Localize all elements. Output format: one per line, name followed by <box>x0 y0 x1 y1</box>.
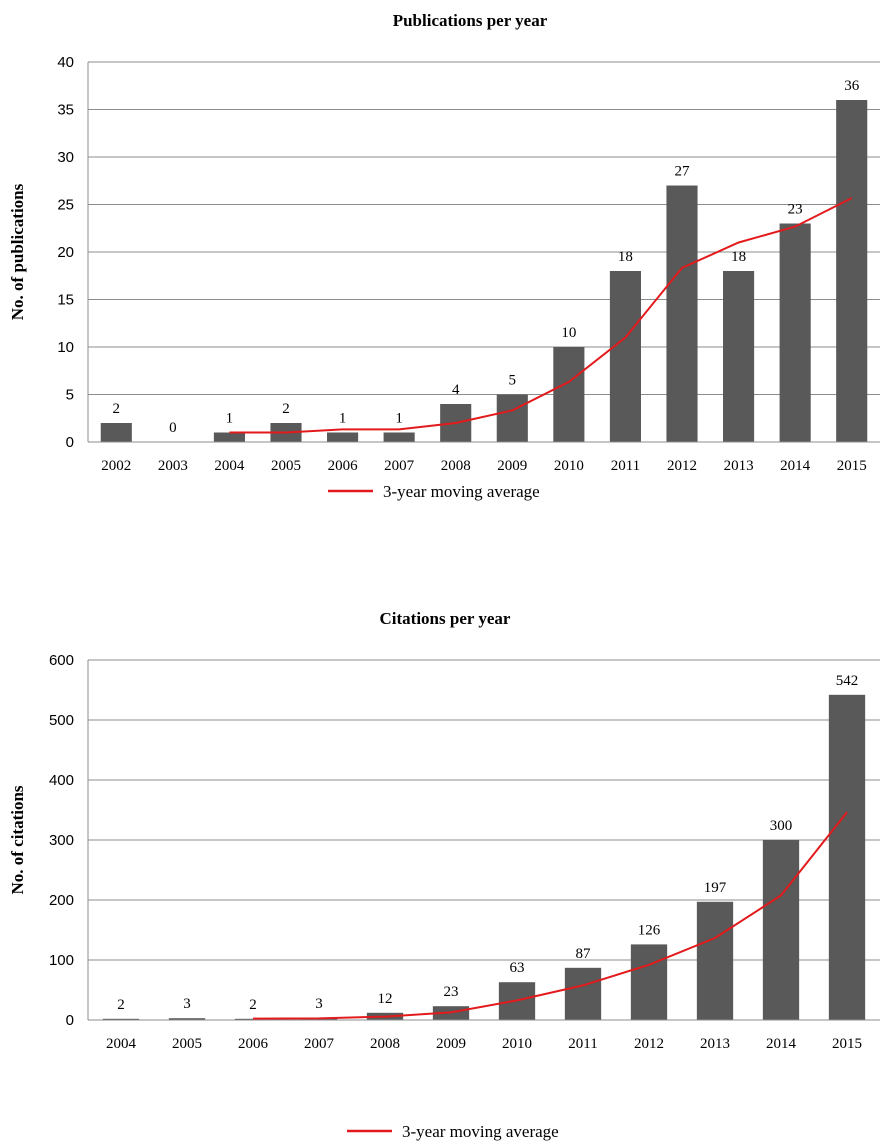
x-tick-label: 2015 <box>837 458 867 474</box>
x-tick-label: 2013 <box>700 1036 730 1052</box>
bar <box>779 223 811 442</box>
legend-label: 3-year moving average <box>383 482 540 501</box>
y-tick-label: 600 <box>49 652 74 669</box>
x-tick-label: 2009 <box>436 1036 466 1052</box>
bar <box>564 967 602 1020</box>
x-tick-label: 2004 <box>214 458 245 474</box>
moving-average-line <box>252 811 848 1020</box>
legend: 3-year moving average <box>328 482 540 501</box>
x-tick-label: 2007 <box>384 458 415 474</box>
bar-value-label: 36 <box>844 78 860 94</box>
x-tick-label: 2005 <box>172 1036 202 1052</box>
x-tick-label: 2010 <box>554 458 584 474</box>
bar-value-label: 1 <box>339 411 347 427</box>
bar-value-label: 5 <box>509 373 517 389</box>
x-tick-label: 2007 <box>304 1036 335 1052</box>
bar-value-label: 2 <box>249 997 257 1013</box>
bar-value-label: 3 <box>315 996 323 1012</box>
bar-value-label: 0 <box>169 420 177 436</box>
y-tick-label: 300 <box>49 832 74 849</box>
x-tick-label: 2008 <box>370 1036 400 1052</box>
y-tick-label: 40 <box>57 54 74 71</box>
y-tick-label: 20 <box>57 244 74 261</box>
legend: 3-year moving average <box>347 1122 559 1141</box>
x-tick-label: 2006 <box>238 1036 269 1052</box>
bar <box>630 944 668 1020</box>
bar-value-label: 126 <box>638 922 661 938</box>
bar-value-label: 2 <box>117 997 125 1013</box>
chart-title: Publications per year <box>393 11 548 30</box>
bar-value-label: 542 <box>836 673 859 689</box>
y-axis-label: No. of publications <box>8 183 27 320</box>
bar-value-label: 300 <box>770 818 793 834</box>
x-tick-label: 2011 <box>611 458 640 474</box>
bar-value-label: 2 <box>113 401 121 417</box>
bar <box>168 1018 206 1020</box>
bar-value-label: 18 <box>731 249 746 265</box>
x-tick-label: 2011 <box>568 1036 597 1052</box>
bar <box>828 694 866 1020</box>
bar <box>696 901 734 1020</box>
y-tick-label: 25 <box>57 197 74 214</box>
bar-value-label: 1 <box>226 411 234 427</box>
x-tick-label: 2013 <box>724 458 754 474</box>
x-tick-label: 2014 <box>766 1036 797 1052</box>
bar-value-label: 4 <box>452 382 460 398</box>
bar <box>102 1018 140 1020</box>
bar <box>100 423 132 442</box>
y-tick-label: 30 <box>57 149 74 166</box>
bar-value-label: 27 <box>675 164 691 180</box>
y-tick-label: 0 <box>66 1012 74 1029</box>
bar <box>383 432 415 442</box>
bar <box>327 432 359 442</box>
bar <box>836 100 868 442</box>
x-tick-label: 2008 <box>441 458 471 474</box>
x-tick-label: 2004 <box>106 1036 137 1052</box>
bar <box>609 271 641 442</box>
citations-chart: Citations per year No. of citations 0 100 20… <box>8 609 880 1141</box>
x-tick-label: 2010 <box>502 1036 532 1052</box>
y-tick-label: 10 <box>57 339 74 356</box>
y-tick-label: 200 <box>49 892 74 909</box>
bar-value-label: 23 <box>444 984 459 1000</box>
y-tick-label: 500 <box>49 712 74 729</box>
bar <box>762 840 800 1020</box>
x-tick-label: 2012 <box>634 1036 664 1052</box>
x-tick-label: 2002 <box>101 458 131 474</box>
moving-average-line <box>229 197 853 434</box>
bar-value-label: 1 <box>395 411 403 427</box>
legend-label: 3-year moving average <box>402 1122 559 1141</box>
bar-value-label: 63 <box>510 960 525 976</box>
x-tick-label: 2012 <box>667 458 697 474</box>
x-tick-label: 2015 <box>832 1036 862 1052</box>
chart-title: Citations per year <box>380 609 511 628</box>
bar <box>213 432 245 442</box>
y-axis-label: No. of citations <box>8 785 27 894</box>
bar-value-label: 10 <box>561 325 576 341</box>
x-tick-label: 2014 <box>780 458 811 474</box>
bar <box>234 1018 272 1020</box>
bar <box>553 347 585 442</box>
x-tick-label: 2005 <box>271 458 301 474</box>
y-tick-label: 15 <box>57 292 74 309</box>
bar-value-label: 18 <box>618 249 633 265</box>
y-tick-label: 35 <box>57 102 74 119</box>
x-tick-label: 2009 <box>497 458 527 474</box>
bar-value-label: 197 <box>704 880 727 896</box>
y-tick-label: 5 <box>66 387 74 404</box>
bar-value-label: 2 <box>282 401 290 417</box>
publications-chart: Publications per year No. of publications… <box>8 11 880 501</box>
y-tick-label: 400 <box>49 772 74 789</box>
bar-value-label: 87 <box>576 946 592 962</box>
bar-value-label: 23 <box>788 202 803 218</box>
bar <box>666 185 698 442</box>
y-tick-label: 100 <box>49 952 74 969</box>
bar <box>723 271 755 442</box>
x-tick-label: 2003 <box>158 458 188 474</box>
y-tick-label: 0 <box>66 434 74 451</box>
bar <box>496 394 528 442</box>
x-tick-label: 2006 <box>328 458 359 474</box>
bar-value-label: 3 <box>183 996 191 1012</box>
bar-value-label: 12 <box>378 991 393 1007</box>
